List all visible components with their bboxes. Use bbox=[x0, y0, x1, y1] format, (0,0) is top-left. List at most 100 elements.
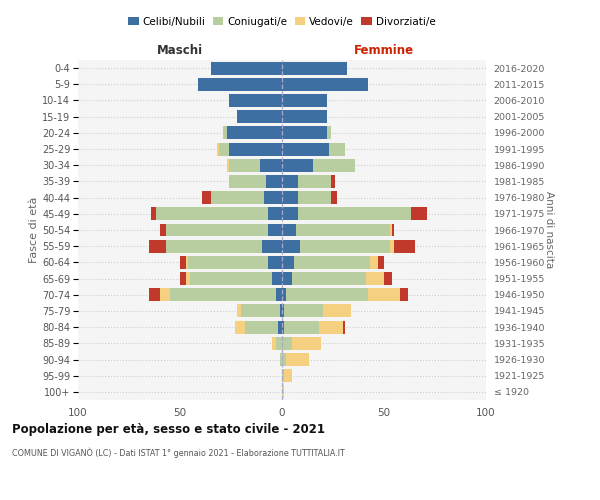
Bar bbox=[282, 256, 294, 269]
Bar bbox=[166, 240, 262, 252]
Bar bbox=[227, 159, 229, 172]
Bar bbox=[282, 369, 284, 382]
Bar bbox=[263, 191, 282, 204]
Bar bbox=[186, 272, 190, 285]
Bar bbox=[343, 320, 345, 334]
Bar bbox=[294, 256, 370, 269]
Bar bbox=[282, 386, 284, 398]
Bar bbox=[202, 191, 211, 204]
Bar bbox=[392, 224, 394, 236]
Bar bbox=[365, 272, 384, 285]
Bar bbox=[282, 78, 368, 91]
Bar bbox=[160, 224, 166, 236]
Bar bbox=[370, 256, 378, 269]
Bar bbox=[268, 208, 282, 220]
Bar bbox=[400, 288, 409, 301]
Bar bbox=[282, 288, 286, 301]
Text: Maschi: Maschi bbox=[157, 44, 203, 57]
Bar bbox=[245, 320, 278, 334]
Bar bbox=[268, 224, 282, 236]
Bar bbox=[292, 272, 365, 285]
Bar bbox=[282, 320, 284, 334]
Bar bbox=[237, 110, 282, 123]
Bar bbox=[235, 320, 245, 334]
Bar bbox=[331, 175, 335, 188]
Bar bbox=[282, 224, 296, 236]
Bar bbox=[229, 175, 266, 188]
Bar bbox=[186, 256, 188, 269]
Bar bbox=[298, 208, 410, 220]
Bar bbox=[217, 142, 219, 156]
Bar bbox=[282, 337, 292, 350]
Bar bbox=[378, 256, 384, 269]
Bar bbox=[390, 224, 392, 236]
Y-axis label: Anni di nascita: Anni di nascita bbox=[544, 192, 554, 268]
Bar bbox=[149, 288, 160, 301]
Bar bbox=[282, 353, 286, 366]
Bar bbox=[229, 159, 260, 172]
Bar bbox=[298, 175, 331, 188]
Bar bbox=[188, 256, 268, 269]
Bar bbox=[319, 320, 343, 334]
Bar bbox=[219, 142, 229, 156]
Bar bbox=[384, 272, 392, 285]
Bar bbox=[260, 159, 282, 172]
Bar bbox=[394, 240, 415, 252]
Bar bbox=[211, 191, 263, 204]
Text: Popolazione per età, sesso e stato civile - 2021: Popolazione per età, sesso e stato civil… bbox=[12, 422, 325, 436]
Bar bbox=[223, 126, 227, 140]
Bar bbox=[327, 126, 331, 140]
Bar bbox=[298, 191, 331, 204]
Bar bbox=[211, 62, 282, 74]
Bar bbox=[229, 94, 282, 107]
Bar bbox=[296, 224, 390, 236]
Bar bbox=[284, 369, 292, 382]
Bar bbox=[262, 240, 282, 252]
Bar bbox=[329, 142, 345, 156]
Y-axis label: Fasce di età: Fasce di età bbox=[29, 197, 39, 263]
Bar bbox=[276, 337, 282, 350]
Bar bbox=[229, 142, 282, 156]
Bar bbox=[368, 288, 400, 301]
Bar bbox=[282, 208, 298, 220]
Bar bbox=[272, 337, 276, 350]
Bar bbox=[282, 94, 327, 107]
Bar bbox=[284, 304, 323, 318]
Bar bbox=[286, 288, 368, 301]
Bar bbox=[272, 272, 282, 285]
Bar bbox=[282, 175, 298, 188]
Bar bbox=[282, 62, 347, 74]
Bar bbox=[149, 240, 166, 252]
Bar bbox=[284, 320, 319, 334]
Bar bbox=[280, 353, 282, 366]
Bar bbox=[282, 159, 313, 172]
Bar bbox=[331, 191, 337, 204]
Bar bbox=[180, 256, 186, 269]
Bar bbox=[180, 272, 186, 285]
Bar bbox=[282, 126, 327, 140]
Bar bbox=[292, 337, 321, 350]
Bar bbox=[282, 240, 301, 252]
Bar bbox=[282, 272, 292, 285]
Bar bbox=[160, 288, 170, 301]
Bar bbox=[282, 142, 329, 156]
Bar bbox=[280, 304, 282, 318]
Bar bbox=[282, 110, 327, 123]
Bar bbox=[199, 78, 282, 91]
Bar bbox=[227, 126, 282, 140]
Bar bbox=[237, 304, 241, 318]
Legend: Celibi/Nubili, Coniugati/e, Vedovi/e, Divorziati/e: Celibi/Nubili, Coniugati/e, Vedovi/e, Di… bbox=[124, 12, 440, 31]
Bar bbox=[276, 288, 282, 301]
Bar bbox=[155, 208, 268, 220]
Bar bbox=[266, 175, 282, 188]
Bar bbox=[313, 159, 355, 172]
Bar bbox=[151, 208, 155, 220]
Bar bbox=[166, 224, 268, 236]
Bar bbox=[282, 191, 298, 204]
Bar bbox=[190, 272, 272, 285]
Bar bbox=[301, 240, 390, 252]
Bar bbox=[278, 320, 282, 334]
Bar bbox=[323, 304, 352, 318]
Bar bbox=[268, 256, 282, 269]
Bar bbox=[286, 353, 308, 366]
